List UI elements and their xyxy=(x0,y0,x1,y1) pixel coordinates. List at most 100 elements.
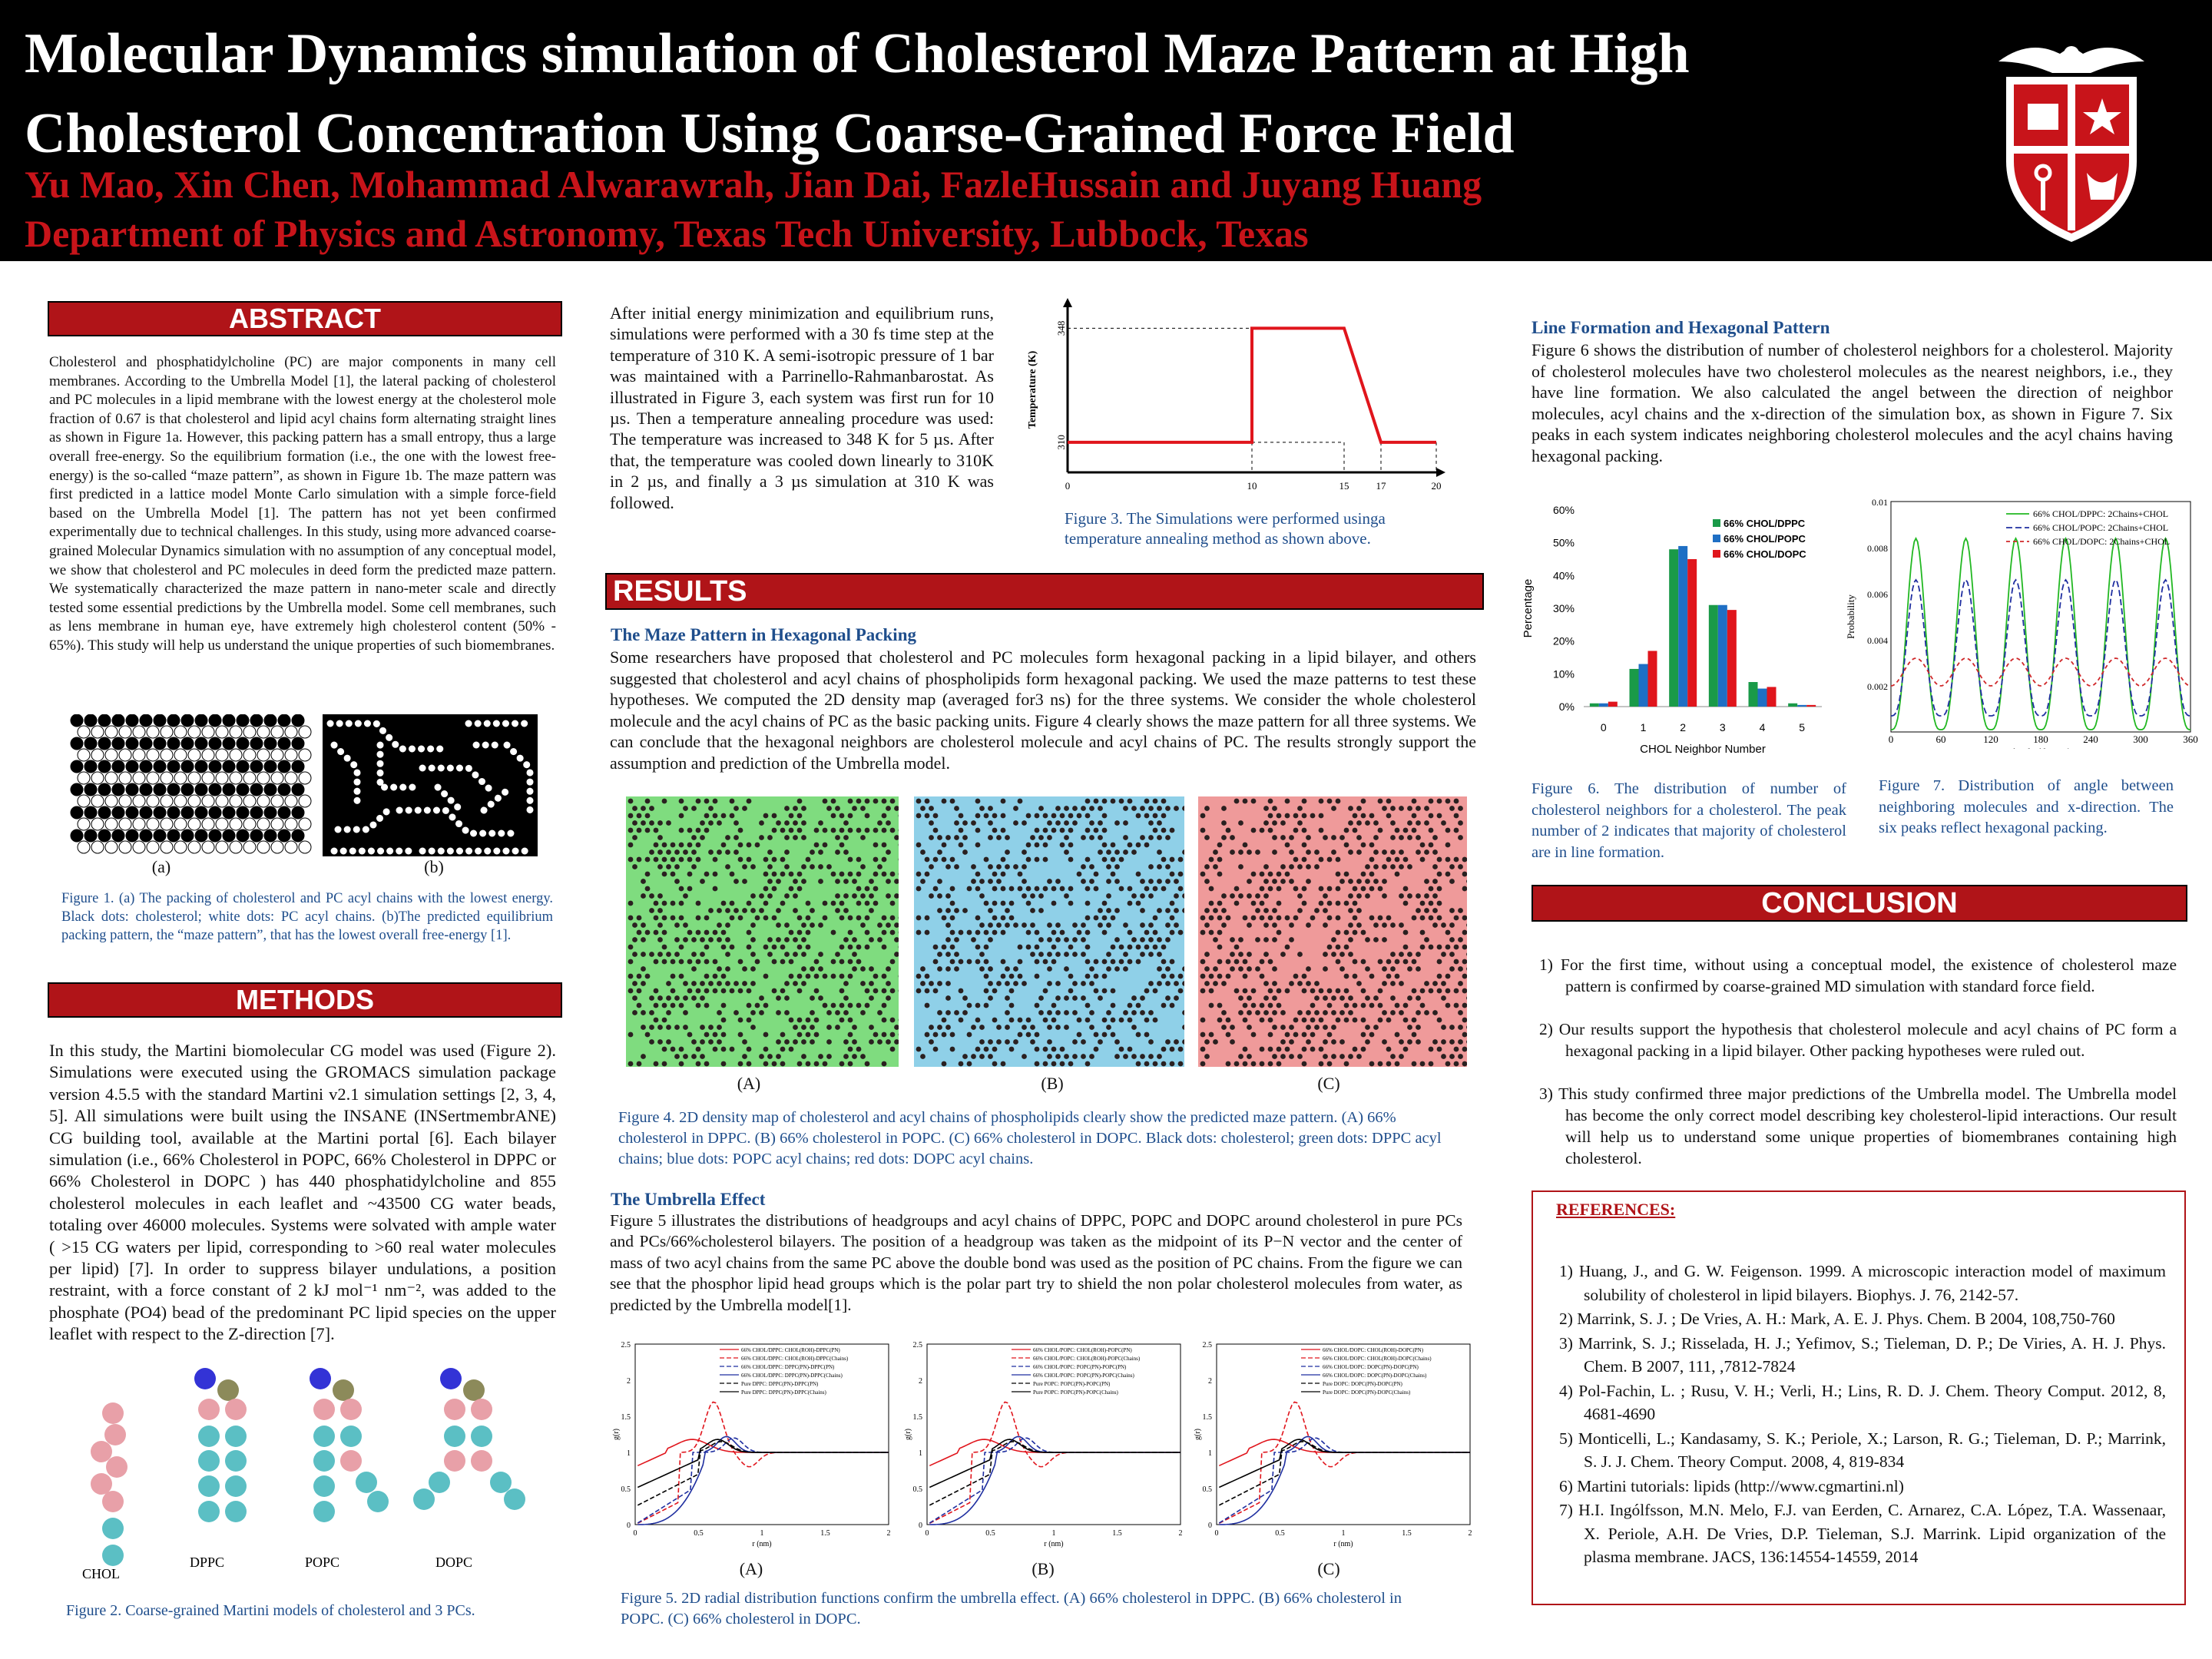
x-tick-label: 5 xyxy=(1799,721,1805,733)
reference-item: 7) H.I. Ingólfsson, M.N. Melo, F.J. van … xyxy=(1559,1501,2166,1566)
rdf-label-c: (C) xyxy=(1317,1559,1340,1578)
x-axis-label: Angle (degree) xyxy=(2011,746,2071,749)
x-tick-label: 300 xyxy=(2133,733,2148,745)
y-tick-label: 10% xyxy=(1553,667,1575,680)
legend-label: Pure POPC: POPC(PN)-POPC(PN) xyxy=(1033,1381,1111,1387)
y-tick-label: 1.5 xyxy=(1203,1413,1213,1422)
x-tick-label: 0.5 xyxy=(985,1529,995,1538)
legend-label: 66% CHOL/POPC: POPC(PN)-POPC(Chains) xyxy=(1033,1373,1135,1379)
density-map-popc xyxy=(914,796,1184,1067)
abstract-heading: ABSTRACT xyxy=(48,301,562,336)
y-axis-label: Temperature (K) xyxy=(1027,350,1038,429)
legend-label: 66% CHOL/DPPC: CHOL(ROH)-DPPC(Chains) xyxy=(741,1356,849,1362)
results-heading: RESULTS xyxy=(605,573,1484,610)
y-tick-label: 1.5 xyxy=(621,1413,631,1422)
y-tick-label: 0.5 xyxy=(913,1485,923,1494)
temperature-line xyxy=(1068,326,1436,444)
legend-label: 66% CHOL/POPC xyxy=(1724,533,1806,545)
martini-model-popc xyxy=(310,1368,389,1522)
y-tick-label: 0% xyxy=(1559,700,1575,713)
legend-label: 66% CHOL/DPPC: 2Chains+CHOL xyxy=(2033,508,2168,519)
legend-label: 66% CHOL/DPPC xyxy=(1724,518,1806,529)
fig6-caption: Figure 6. The distribution of number of … xyxy=(1532,780,1846,861)
rdf-series-2 xyxy=(1218,1437,1470,1524)
angle-series-0 xyxy=(1890,536,2191,730)
fig3-caption: Figure 3. The Simulations were performed… xyxy=(1065,509,1386,548)
bar-66-chol-popc-3 xyxy=(1717,604,1727,707)
rdf-series-2 xyxy=(637,1437,889,1524)
line-formation-subheading: Line Formation and Hexagonal Pattern xyxy=(1532,318,1830,337)
department: Department of Physics and Astronomy, Tex… xyxy=(25,212,1309,255)
bar-66-chol-dppc-5 xyxy=(1788,703,1798,707)
legend-label: 66% CHOL/DOPC: CHOL(ROH)-DOPC(Chains) xyxy=(1323,1356,1432,1362)
rdf-series-3 xyxy=(1219,1435,1470,1525)
y-axis-label: g(r) xyxy=(1194,1429,1202,1440)
bar-66-chol-dppc-1 xyxy=(1629,668,1639,707)
rdf-series-5 xyxy=(1218,1439,1470,1488)
plot-frame xyxy=(1890,501,2191,733)
rdf-series-4 xyxy=(637,1441,889,1506)
legend-label: 66% CHOL/POPC: CHOL(ROH)-POPC(PN) xyxy=(1033,1347,1132,1353)
x-tick-label: 180 xyxy=(2033,733,2048,745)
conclusion-item: 3) This study confirmed three major pred… xyxy=(1539,1084,2177,1167)
maze-subheading: The Maze Pattern in Hexagonal Packing xyxy=(611,625,916,644)
fig1a-label: (a) xyxy=(151,857,171,876)
map-background xyxy=(626,796,899,1067)
rdf-series-1 xyxy=(637,1401,889,1525)
legend-swatch xyxy=(1713,535,1720,542)
x-tick-label: 17 xyxy=(1376,480,1387,492)
y-axis-label: Probability xyxy=(1845,594,1856,639)
bar-66-chol-popc-1 xyxy=(1638,664,1648,707)
references-box: REFERENCES: 1) Huang, J., and G. W. Feig… xyxy=(1532,1190,2186,1605)
model-label-chol: CHOL xyxy=(82,1566,120,1581)
legend-label: Pure POPC: POPC(PN)-POPC(Chains) xyxy=(1033,1389,1119,1396)
fig4-caption: Figure 4. 2D density map of cholesterol … xyxy=(618,1109,1442,1167)
x-tick-label: 0 xyxy=(1601,721,1607,733)
fig1b-label: (b) xyxy=(424,857,444,876)
y-tick-label: 2.5 xyxy=(913,1341,923,1349)
y-tick-label: 2.5 xyxy=(621,1341,631,1349)
plot-frame xyxy=(634,1343,889,1525)
umbrella-subheading: The Umbrella Effect xyxy=(611,1190,766,1209)
x-tick-label: 2 xyxy=(1179,1529,1183,1538)
bar-66-chol-popc-0 xyxy=(1598,703,1608,707)
legend-label: Pure DOPC: DOPC(PN)-DOPC(Chains) xyxy=(1323,1389,1411,1396)
y-tick-label: 0.002 xyxy=(1867,681,1888,692)
y-axis-arrow xyxy=(1063,298,1072,307)
angle-series-2 xyxy=(1890,657,2191,687)
cholesterol-dots xyxy=(628,798,899,1067)
x-tick-label: 1 xyxy=(1342,1529,1346,1538)
fig5-caption: Figure 5. 2D radial distribution functio… xyxy=(621,1590,1402,1628)
y-tick-label: 40% xyxy=(1553,569,1575,581)
legend-label: 66% CHOL/DPPC: DPPC(PN)-DPPC(PN) xyxy=(741,1364,835,1370)
rdf-label-b: (B) xyxy=(1031,1559,1055,1578)
bar-66-chol-dopc-4 xyxy=(1767,687,1777,707)
legend-swatch xyxy=(1713,519,1720,527)
x-tick-label: 2 xyxy=(887,1529,891,1538)
y-tick-label: 0 xyxy=(627,1522,631,1530)
model-label-dppc: DPPC xyxy=(190,1555,224,1570)
legend-label: 66% CHOL/POPC: POPC(PN)-POPC(PN) xyxy=(1033,1364,1127,1370)
bar-66-chol-popc-5 xyxy=(1797,704,1807,707)
map-label-a: (A) xyxy=(737,1074,761,1093)
legend-label: Pure DPPC: DPPC(PN)-DPPC(Chains) xyxy=(741,1389,827,1396)
y-tick-label: 2.5 xyxy=(1203,1341,1213,1349)
x-tick-label: 1.5 xyxy=(1402,1529,1412,1538)
legend-label: 66% CHOL/POPC: 2Chains+CHOL xyxy=(2033,522,2168,533)
rdf-series-2 xyxy=(929,1437,1181,1524)
x-axis-label: r (nm) xyxy=(1044,1540,1063,1548)
y-tick-label: 0 xyxy=(919,1522,922,1530)
legend-label: 66% CHOL/DOPC: DOPC(PN)-DOPC(PN) xyxy=(1323,1364,1419,1370)
legend-label: 66% CHOL/DOPC: CHOL(ROH)-DOPC(PN) xyxy=(1323,1347,1424,1353)
x-tick-label: 20 xyxy=(1432,480,1442,492)
y-tick-label: 0.008 xyxy=(1867,543,1888,554)
x-tick-label: 0 xyxy=(1065,480,1071,492)
x-axis-label: r (nm) xyxy=(1333,1540,1353,1548)
y-axis-label: Percentage xyxy=(1522,579,1535,638)
rdf-series-5 xyxy=(637,1439,889,1488)
legend-label: 66% CHOL/POPC: CHOL(ROH)-POPC(Chains) xyxy=(1033,1356,1141,1362)
reference-item: 5) Monticelli, L.; Kandasamy, S. K.; Per… xyxy=(1559,1429,2166,1472)
y-tick-label: 2 xyxy=(1208,1377,1212,1386)
rdf-chart-popc: 0 0.5 1 1.5 2 0 0.5 1 1.5 2 2.5 r (nm) g(r) 66% CHOL/… xyxy=(904,1341,1183,1548)
bar-66-chol-dppc-2 xyxy=(1669,549,1679,707)
